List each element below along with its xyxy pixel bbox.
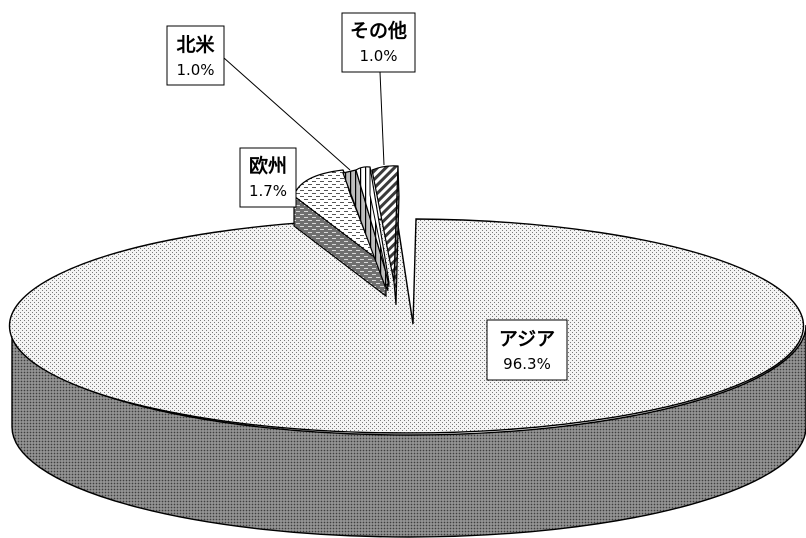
data-label-north-america: 北米 1.0%: [166, 25, 225, 86]
label-value: 96.3%: [503, 355, 551, 373]
pie-slice-north-america-side: [369, 166, 390, 288]
pie-slice-other-side: [393, 165, 400, 306]
data-label-asia: アジア 96.3%: [486, 319, 568, 381]
data-label-europe: 欧州 1.7%: [239, 147, 297, 208]
pie-slice-main-side: [11, 324, 806, 538]
label-value: 1.7%: [249, 182, 287, 200]
leader-line-other: [379, 71, 385, 166]
pie-slice-north-america: [342, 166, 390, 288]
pie-slice-main: [8, 218, 806, 538]
pie-slice-main-top: [8, 218, 805, 434]
label-name: その他: [350, 19, 407, 42]
leader-line-north-america: [223, 57, 351, 171]
data-label-other: その他 1.0%: [341, 12, 416, 73]
label-value: 1.0%: [359, 47, 397, 65]
label-name: 欧州: [249, 154, 287, 177]
label-name: アジア: [499, 328, 555, 350]
pie-slice-other: [371, 165, 400, 306]
label-value: 1.0%: [176, 61, 214, 79]
label-name: 北米: [176, 33, 215, 56]
